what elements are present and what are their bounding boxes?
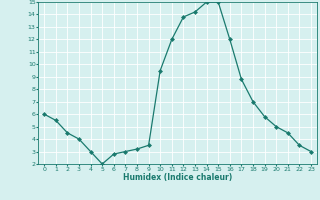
X-axis label: Humidex (Indice chaleur): Humidex (Indice chaleur) <box>123 173 232 182</box>
